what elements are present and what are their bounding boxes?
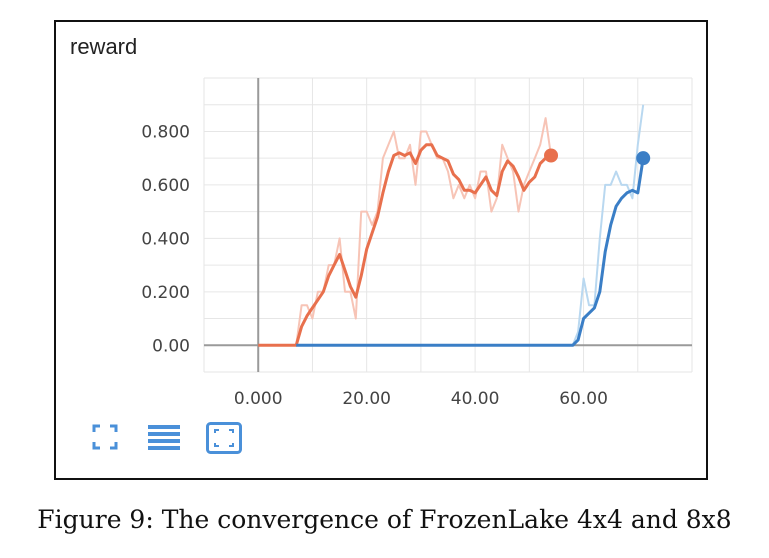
- x-tick-label: 20.00: [342, 389, 391, 409]
- y-tick-label: 0.600: [141, 176, 190, 196]
- y-tick-label: 0.400: [141, 229, 190, 249]
- y-tick-label: 0.200: [141, 283, 190, 303]
- y-tick-label: 0.00: [152, 336, 190, 356]
- x-tick-label: 0.000: [234, 389, 283, 409]
- raw-series-line-1: [295, 117, 552, 346]
- series-end-point-1: [544, 148, 559, 163]
- axes: [204, 78, 692, 372]
- smoothed-series-line-2: [296, 157, 645, 347]
- y-tick-label: 0.800: [141, 122, 190, 142]
- data-list-icon[interactable]: [148, 424, 180, 455]
- grid: [203, 77, 693, 373]
- smoothed-series-line-1: [258, 143, 552, 347]
- raw-series-line-2: [571, 104, 645, 346]
- series-end-point-2: [636, 151, 651, 166]
- chart-panel: reward 0.00 0.200 0.400 0.600 0.800 0.000 20.0…: [54, 20, 708, 480]
- fullscreen-icon[interactable]: [92, 424, 118, 455]
- figure-caption: Figure 9: The convergence of FrozenLake …: [37, 505, 732, 534]
- fit-domain-icon[interactable]: [206, 422, 242, 459]
- x-tick-label: 40.00: [451, 389, 500, 409]
- x-tick-label: 60.00: [559, 389, 608, 409]
- tick-labels: 0.00 0.200 0.400 0.600 0.800 0.000 20.00 40.00 6…: [141, 122, 608, 409]
- reward-chart: 0.00 0.200 0.400 0.600 0.800 0.000 20.00 40.00 6…: [141, 77, 693, 409]
- smoothed-series: [258, 143, 651, 347]
- chart-title: reward: [70, 34, 138, 59]
